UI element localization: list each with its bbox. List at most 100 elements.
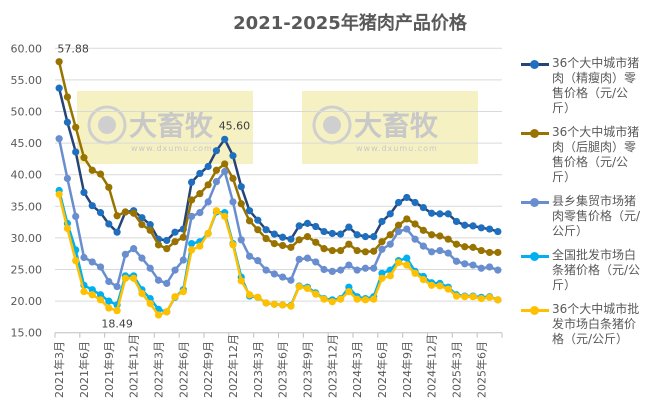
data-point bbox=[130, 274, 138, 282]
data-point bbox=[130, 245, 138, 253]
data-label: 18.49 bbox=[101, 318, 133, 331]
data-point bbox=[254, 293, 262, 301]
data-point bbox=[130, 209, 138, 217]
data-point bbox=[386, 240, 394, 248]
data-point bbox=[245, 207, 254, 215]
data-point bbox=[237, 200, 245, 208]
data-point bbox=[361, 264, 370, 272]
data-point bbox=[411, 235, 419, 243]
data-point bbox=[204, 198, 212, 206]
data-point bbox=[88, 202, 96, 210]
data-point bbox=[403, 215, 411, 223]
legend-marker-icon bbox=[530, 198, 539, 207]
data-point bbox=[394, 227, 403, 236]
watermark-logo-icon bbox=[323, 116, 341, 134]
data-point bbox=[187, 196, 196, 204]
data-point bbox=[270, 270, 278, 278]
data-point bbox=[279, 273, 287, 281]
data-point bbox=[262, 299, 270, 307]
data-point bbox=[262, 226, 270, 234]
data-point bbox=[477, 264, 485, 272]
data-point bbox=[353, 231, 361, 239]
data-point bbox=[96, 209, 105, 217]
x-tick-label: 2021年3月 bbox=[52, 341, 66, 398]
data-point bbox=[55, 84, 63, 92]
data-point bbox=[336, 230, 345, 238]
x-tick-label: 2023年3月 bbox=[251, 341, 265, 398]
y-tick-label: 50.00 bbox=[11, 106, 43, 119]
data-point bbox=[312, 290, 320, 298]
data-point bbox=[72, 257, 80, 265]
data-point bbox=[361, 248, 370, 256]
x-tick-label: 2023年9月 bbox=[300, 341, 314, 398]
data-point bbox=[204, 181, 212, 189]
data-point bbox=[171, 293, 179, 301]
watermark-url: www.dxumu.com bbox=[131, 144, 213, 153]
data-point bbox=[320, 265, 328, 274]
x-tick-label: 2021年12月 bbox=[127, 334, 141, 398]
data-point bbox=[378, 245, 386, 253]
data-point bbox=[262, 234, 270, 243]
data-point bbox=[229, 174, 237, 183]
data-point bbox=[196, 169, 204, 178]
data-point bbox=[411, 198, 419, 207]
data-point bbox=[72, 148, 80, 156]
data-point bbox=[312, 238, 320, 246]
data-point bbox=[469, 293, 477, 301]
data-point bbox=[452, 217, 461, 226]
data-point bbox=[254, 216, 262, 224]
data-point bbox=[303, 233, 312, 241]
legend-label: 36个大中城市批发市场白条猪价格（元/公斤） bbox=[552, 302, 640, 346]
data-point bbox=[179, 233, 187, 241]
data-point bbox=[328, 229, 336, 238]
x-tick-label: 2024年6月 bbox=[375, 341, 389, 398]
x-tick-label: 2024年3月 bbox=[350, 341, 364, 398]
data-point bbox=[485, 263, 494, 271]
x-tick-label: 2022年6月 bbox=[176, 341, 190, 398]
watermark: 大畜牧 www.dxumu.com bbox=[77, 91, 253, 164]
data-point bbox=[113, 307, 121, 315]
data-point bbox=[386, 210, 394, 218]
data-point bbox=[80, 154, 88, 162]
watermark-brand: 大畜牧 bbox=[354, 109, 439, 142]
x-tick-label: 2025年6月 bbox=[474, 341, 488, 398]
data-point bbox=[237, 236, 245, 244]
data-point bbox=[428, 248, 436, 256]
data-point bbox=[187, 212, 196, 221]
data-point bbox=[485, 225, 494, 233]
data-point bbox=[345, 288, 353, 296]
data-point bbox=[212, 166, 221, 174]
x-tick-label: 2022年3月 bbox=[151, 341, 165, 398]
data-point bbox=[204, 162, 212, 171]
data-point bbox=[494, 296, 502, 304]
data-point bbox=[196, 209, 204, 217]
series-3 bbox=[55, 135, 502, 291]
data-point bbox=[96, 170, 105, 178]
y-tick-label: 20.00 bbox=[11, 295, 43, 308]
data-point bbox=[279, 301, 287, 309]
data-point bbox=[63, 118, 72, 126]
data-point bbox=[262, 266, 270, 274]
data-point bbox=[411, 269, 419, 277]
data-point bbox=[287, 276, 295, 284]
data-point bbox=[353, 295, 361, 303]
legend-marker-icon bbox=[530, 129, 539, 138]
data-point bbox=[403, 225, 411, 233]
data-point bbox=[55, 135, 63, 143]
data-point bbox=[245, 217, 254, 225]
data-point bbox=[237, 183, 245, 191]
data-point bbox=[444, 210, 452, 218]
data-point bbox=[494, 266, 502, 274]
data-point bbox=[403, 193, 411, 202]
data-point bbox=[113, 228, 121, 236]
data-point bbox=[328, 267, 336, 275]
data-point bbox=[270, 230, 278, 238]
data-point bbox=[378, 238, 386, 246]
data-point bbox=[63, 93, 72, 101]
x-tick-label: 2024年12月 bbox=[425, 334, 439, 398]
legend-item: 全国批发市场白条猪价格（元/公斤） bbox=[519, 248, 647, 293]
x-tick-label: 2024年9月 bbox=[400, 341, 414, 398]
data-point bbox=[254, 257, 262, 265]
data-point bbox=[312, 222, 320, 231]
x-tick-label: 2023年6月 bbox=[276, 341, 290, 398]
